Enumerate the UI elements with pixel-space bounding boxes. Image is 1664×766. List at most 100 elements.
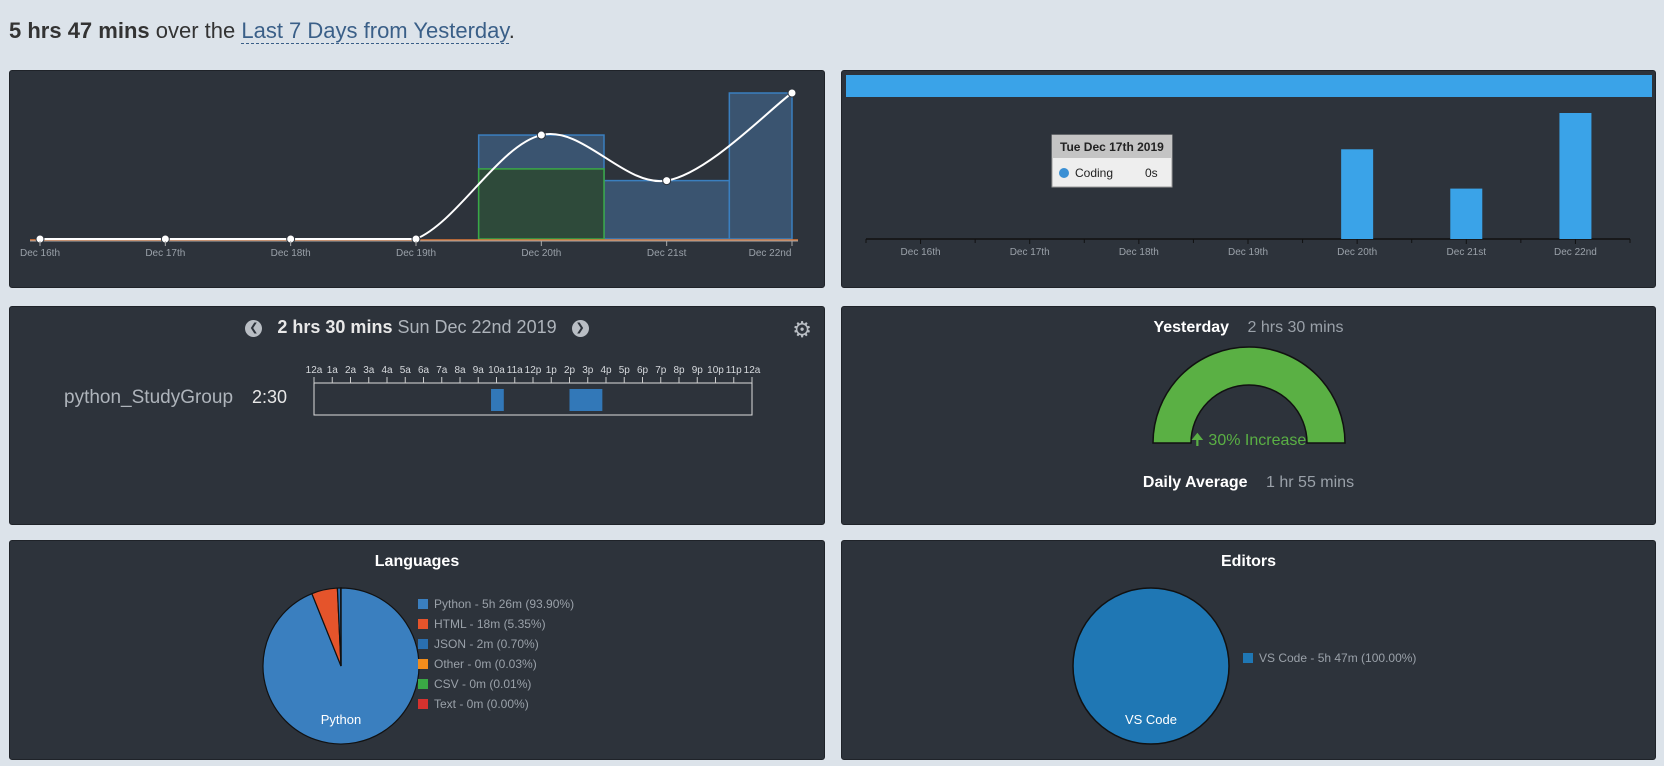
legend-swatch: [1243, 653, 1253, 663]
hour-label: 4p: [600, 365, 612, 376]
pie-slice: [1072, 587, 1230, 745]
bar: [1559, 113, 1592, 239]
yesterday-row: Yesterday 2 hrs 30 mins: [842, 319, 1655, 337]
tooltip-series: Coding: [1075, 166, 1113, 180]
timeline-track: [313, 382, 753, 416]
tooltip-date: Tue Dec 17th 2019: [1060, 140, 1164, 154]
hour-label: 7a: [436, 365, 448, 376]
hour-label: 12a: [306, 365, 323, 376]
data-point: [787, 88, 797, 98]
gauge-arc: [1152, 346, 1346, 444]
activity-chart[interactable]: Dec 16th Dec 17th Dec 18th Dec 19th Dec 20th…: [10, 71, 826, 289]
x-tick-label: Dec 19th: [1228, 247, 1268, 258]
hour-label: 6p: [637, 365, 649, 376]
hour-label: 11a: [507, 365, 523, 376]
x-tick-label: Dec 21st: [1447, 247, 1487, 258]
x-tick-label: Dec 22nd: [1554, 247, 1597, 258]
hour-label: 3a: [363, 365, 375, 376]
legend-label: JSON - 2m (0.70%): [434, 637, 539, 651]
pie-label: VS Code: [1125, 712, 1177, 727]
hour-label: 3p: [582, 365, 594, 376]
hour-label: 10a: [488, 365, 505, 376]
comparison-panel: Yesterday 2 hrs 30 mins 🠉 30% Increase D…: [841, 306, 1656, 525]
gear-icon[interactable]: ⚙: [792, 317, 812, 342]
x-tick-label: Dec 17th: [145, 248, 185, 259]
x-tick-label: Dec 17th: [1010, 247, 1050, 258]
date-range-link[interactable]: Last 7 Days from Yesterday: [241, 18, 509, 44]
session-block: [569, 389, 603, 411]
project-name[interactable]: python_StudyGroup: [64, 387, 234, 408]
activity-chart-panel: Dec 16th Dec 17th Dec 18th Dec 19th Dec 20th…: [9, 70, 825, 288]
area-block-secondary: [477, 168, 605, 240]
day-timeline-panel: ❮ 2 hrs 30 mins Sun Dec 22nd 2019 ❯ ⚙ py…: [9, 306, 825, 525]
legend-label: Text - 0m (0.00%): [434, 697, 529, 711]
legend-label: HTML - 18m (5.35%): [434, 617, 546, 631]
hour-label: 1p: [546, 365, 558, 376]
hour-label: 2a: [345, 365, 357, 376]
arrow-up-icon: 🠉: [1190, 432, 1204, 449]
next-day-button[interactable]: ❯: [571, 320, 589, 337]
daily-bar-panel: Dec 16th Dec 17th Dec 18th Dec 19th Dec 20th…: [841, 70, 1656, 288]
legend-label: Other - 0m (0.03%): [434, 657, 537, 671]
hour-label: 7p: [655, 365, 667, 376]
legend-swatch: [418, 619, 428, 629]
day-date: Sun Dec 22nd 2019: [397, 317, 557, 337]
hour-label: 6a: [418, 365, 430, 376]
legend-swatch: [418, 699, 428, 709]
editors-pie-chart[interactable]: VS Code VS Code - 5h 47m (100.00%): [842, 541, 1657, 761]
hour-label: 10p: [707, 365, 724, 376]
hour-label: 2p: [564, 365, 576, 376]
day-timeline: 12a 1a 2a 3a 4a 5a 6a 7a 8a 9a 10a 11a 12p 1p 2p 3p 4p 5p…: [306, 365, 761, 416]
x-tick-label: Dec 20th: [521, 248, 561, 259]
prev-day-button[interactable]: ❮: [245, 320, 263, 337]
total-time: 5 hrs 47 mins: [9, 18, 150, 43]
hour-label: 1a: [327, 365, 339, 376]
x-tick-label: Dec 18th: [271, 248, 311, 259]
languages-pie-chart[interactable]: Python Python - 5h 26m (93.90%) HTML - 18m…: [10, 541, 826, 761]
top-bar: [846, 75, 1652, 97]
tooltip-header: [1052, 135, 1172, 158]
header-connector: over the: [149, 18, 242, 43]
x-tick-label: Dec 21st: [647, 248, 687, 259]
yesterday-label: Yesterday: [1153, 319, 1230, 336]
daily-average-label: Daily Average: [1142, 474, 1248, 491]
day-navigator: ❮ 2 hrs 30 mins Sun Dec 22nd 2019 ❯: [10, 317, 824, 338]
hour-label: 5a: [400, 365, 412, 376]
legend-label: CSV - 0m (0.01%): [434, 677, 531, 691]
x-tick-label: Dec 18th: [1119, 247, 1159, 258]
x-tick-label: Dec 20th: [1337, 247, 1377, 258]
bar: [1341, 149, 1374, 239]
area-block: [603, 179, 731, 240]
legend-swatch: [418, 659, 428, 669]
hour-label: 8a: [454, 365, 466, 376]
hour-label: 12p: [525, 365, 542, 376]
x-tick-label: Dec 22nd: [749, 248, 792, 259]
hour-label: 8p: [673, 365, 685, 376]
languages-title: Languages: [374, 553, 460, 570]
editors-title: Editors: [1220, 553, 1277, 570]
daily-average-value: 1 hr 55 mins: [1266, 474, 1355, 491]
summary-header: 5 hrs 47 mins over the Last 7 Days from …: [9, 18, 515, 44]
hour-label: 12a: [744, 365, 761, 376]
daily-bar-chart[interactable]: Dec 16th Dec 17th Dec 18th Dec 19th Dec 20th…: [842, 71, 1657, 289]
data-point: [662, 176, 672, 186]
yesterday-value: 2 hrs 30 mins: [1247, 319, 1344, 336]
daily-average-row: Daily Average 1 hr 55 mins: [842, 474, 1655, 492]
hour-label: 5p: [619, 365, 631, 376]
x-tick-label: Dec 16th: [901, 247, 941, 258]
legend-label: VS Code - 5h 47m (100.00%): [1259, 651, 1416, 665]
day-duration: 2 hrs 30 mins: [277, 317, 393, 337]
legend-swatch: [418, 639, 428, 649]
hour-label: 9a: [473, 365, 485, 376]
hour-label: 11p: [726, 365, 742, 376]
increase-text: 🠉 30% Increase: [842, 429, 1655, 456]
project-time: 2:30: [252, 387, 288, 407]
bar: [1450, 188, 1483, 239]
comparison-gauge: [1152, 346, 1346, 444]
header-period: .: [508, 18, 515, 43]
tooltip-series-dot: [1059, 168, 1069, 178]
legend-swatch: [418, 599, 428, 609]
tooltip-value: 0s: [1145, 166, 1158, 180]
hour-label: 9p: [692, 365, 704, 376]
session-block: [491, 389, 504, 411]
